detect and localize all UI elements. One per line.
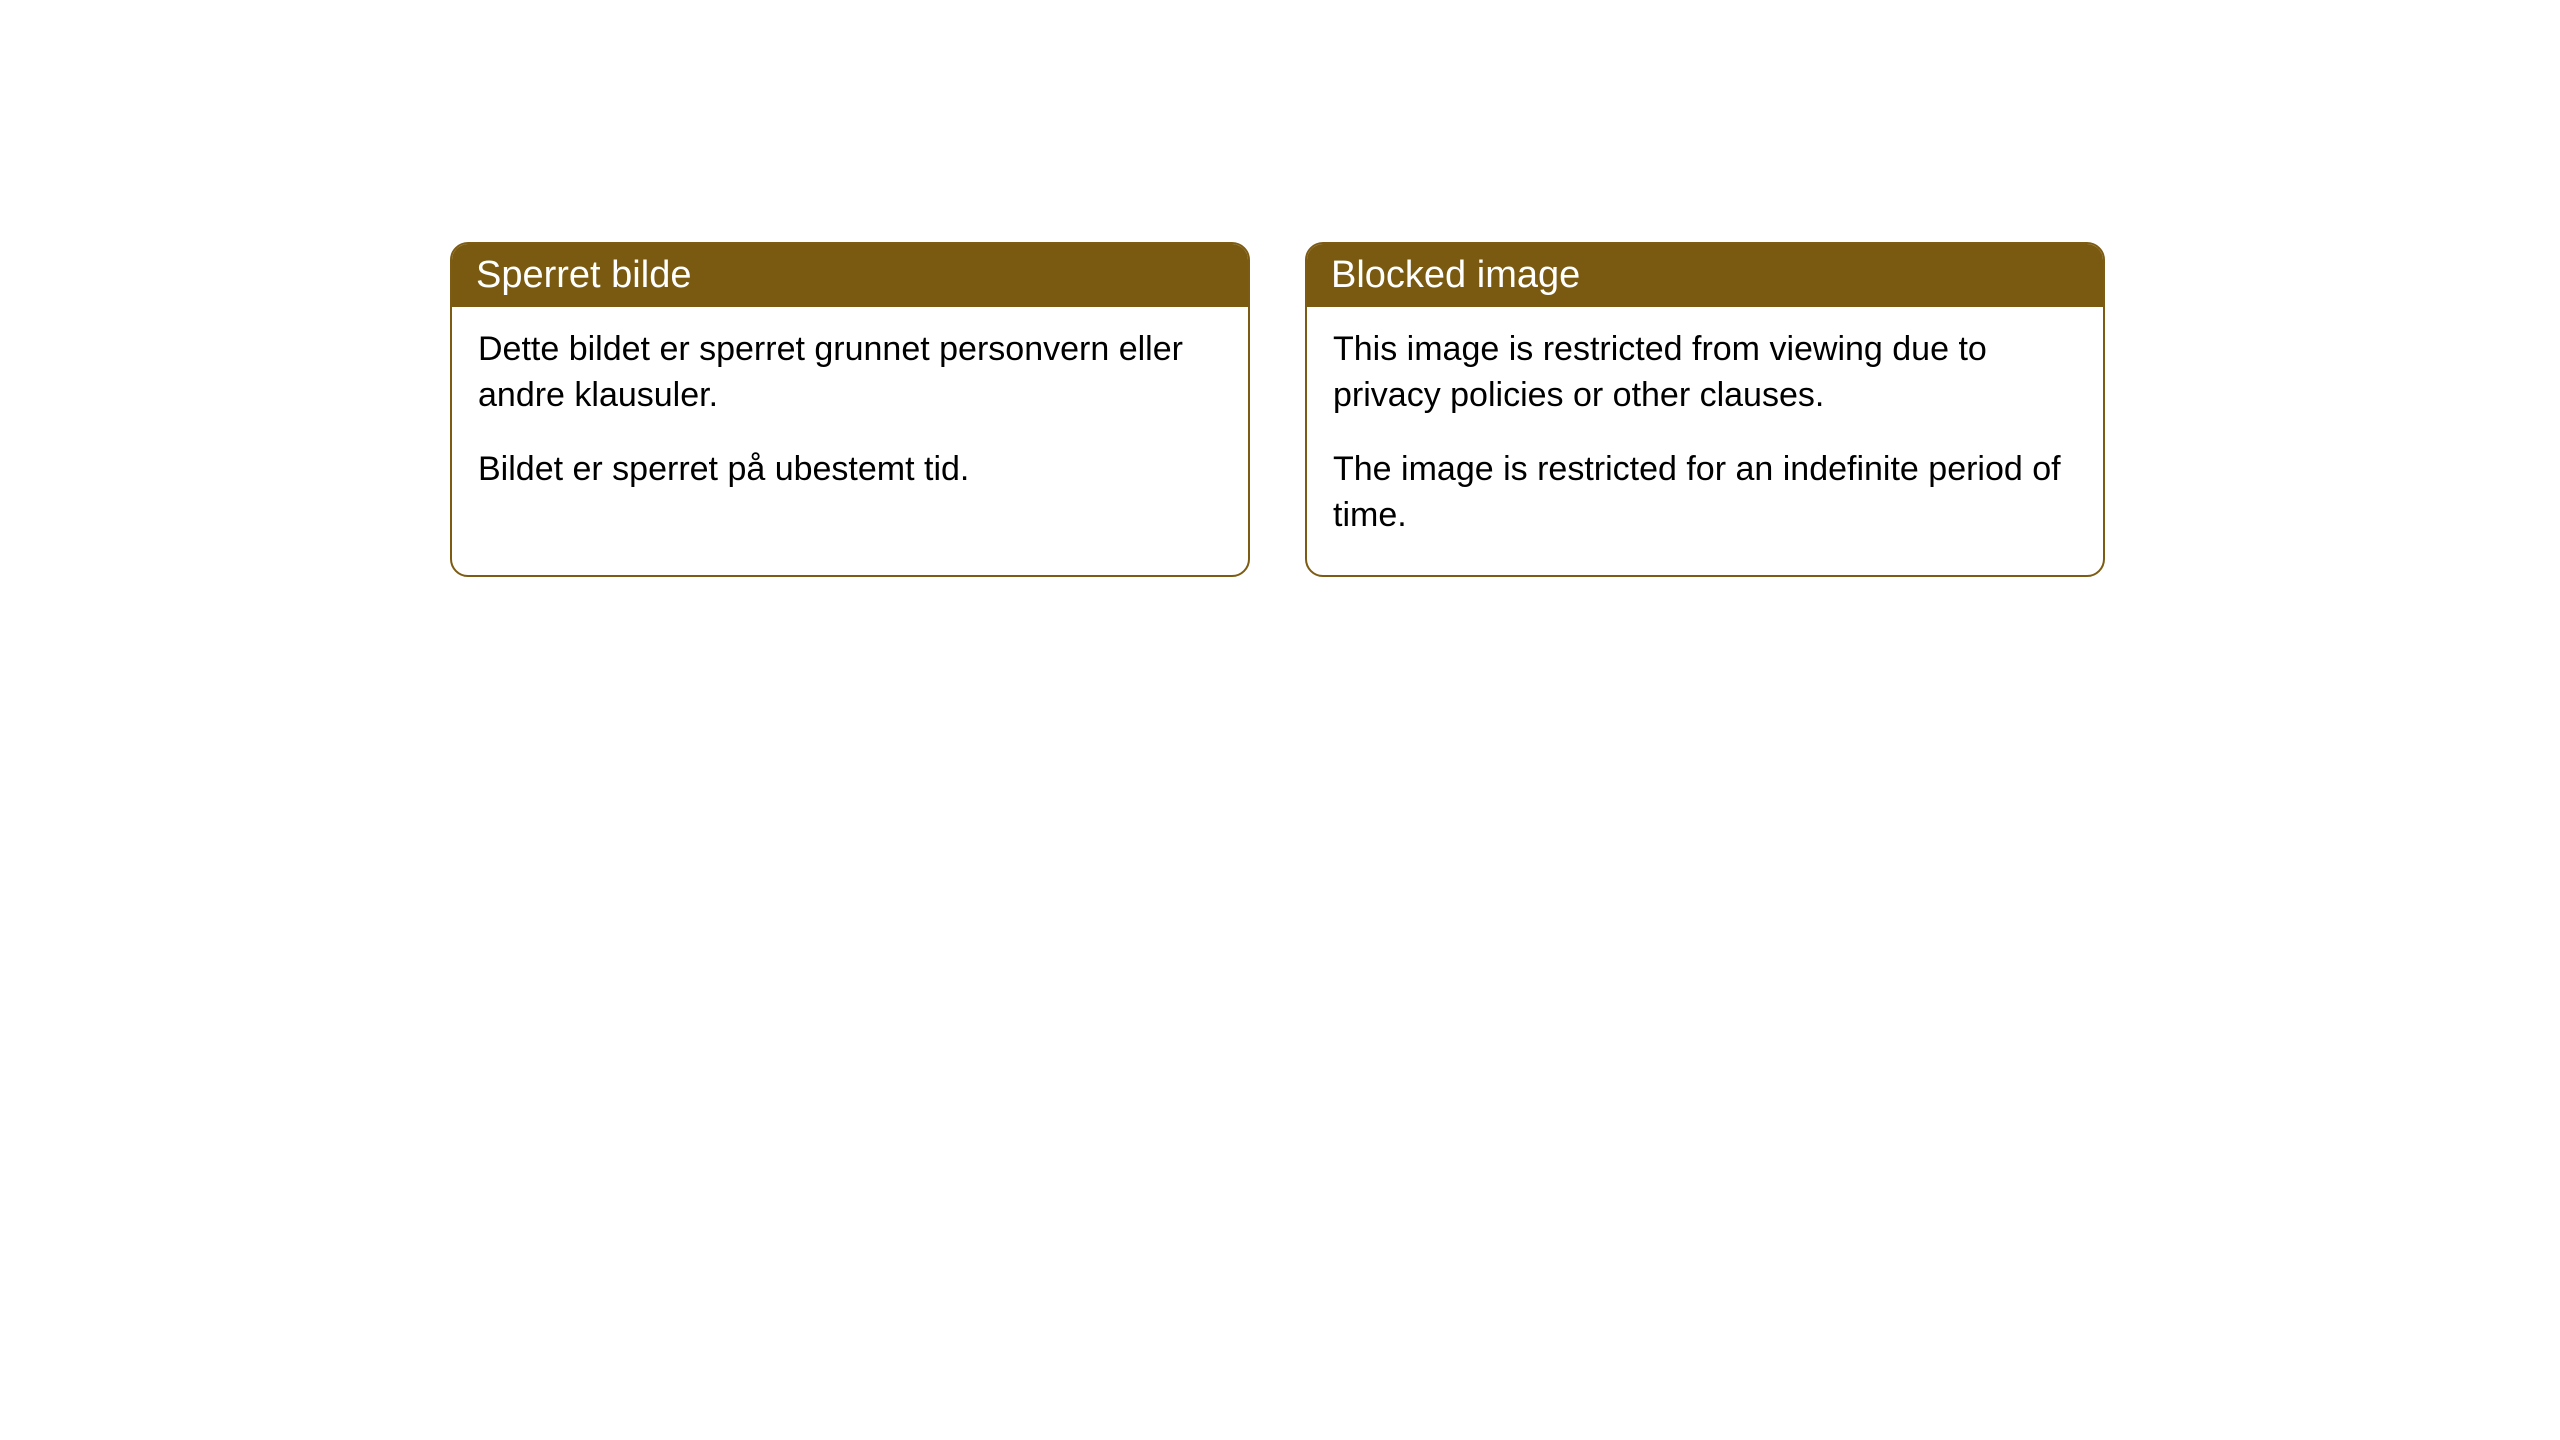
card-body-english: This image is restricted from viewing du… — [1307, 307, 2103, 575]
card-header-english: Blocked image — [1307, 244, 2103, 307]
notice-paragraph-1: Dette bildet er sperret grunnet personve… — [478, 327, 1222, 419]
notice-paragraph-2: The image is restricted for an indefinit… — [1333, 447, 2077, 539]
notice-paragraph-1: This image is restricted from viewing du… — [1333, 327, 2077, 419]
notice-card-english: Blocked image This image is restricted f… — [1305, 242, 2105, 577]
notice-card-norwegian: Sperret bilde Dette bildet er sperret gr… — [450, 242, 1250, 577]
card-header-norwegian: Sperret bilde — [452, 244, 1248, 307]
notice-paragraph-2: Bildet er sperret på ubestemt tid. — [478, 447, 1222, 493]
notice-container: Sperret bilde Dette bildet er sperret gr… — [450, 242, 2105, 577]
card-body-norwegian: Dette bildet er sperret grunnet personve… — [452, 307, 1248, 529]
